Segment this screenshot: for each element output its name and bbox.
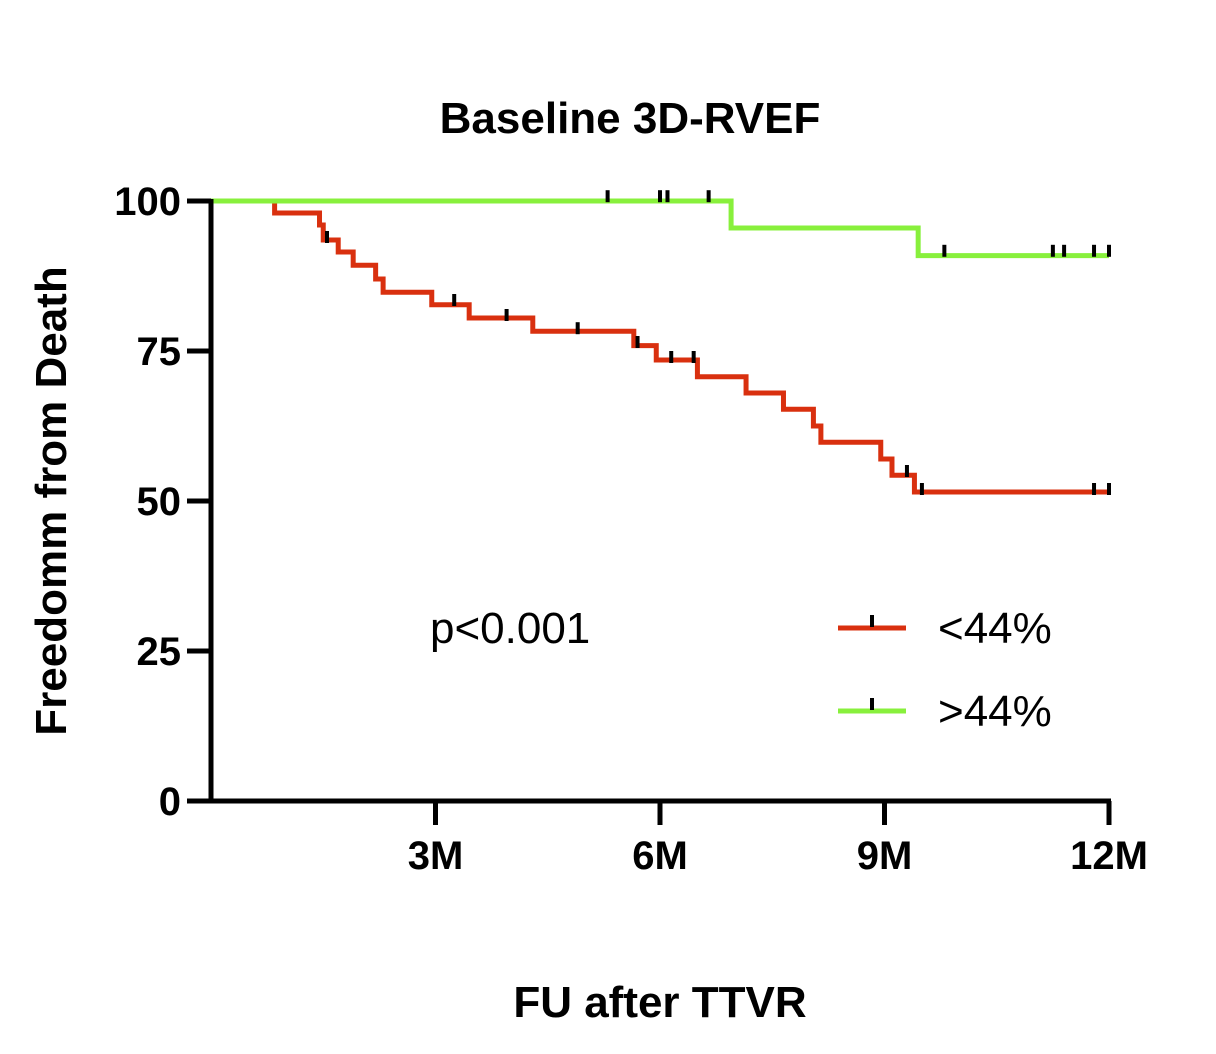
y-axis-label: Freedomm from Death <box>27 266 76 735</box>
x-tick-label: 6M <box>632 834 688 878</box>
legend-label-0: <44% <box>938 604 1052 653</box>
x-tick-label: 12M <box>1070 834 1148 878</box>
y-tick-label: 100 <box>114 180 181 224</box>
p-value-annotation: p<0.001 <box>430 604 590 653</box>
x-tick-label: 9M <box>857 834 913 878</box>
series-line-1 <box>211 198 1109 259</box>
y-tick-label: 25 <box>137 630 182 674</box>
x-axis-label: FU after TTVR <box>513 978 806 1027</box>
series-line-0 <box>211 198 1109 495</box>
y-tick-label: 50 <box>137 480 182 524</box>
legend: <44% >44% <box>838 604 1052 736</box>
plot-area: 0 25 50 75 100 3M 6M 9M 12M <box>114 180 1148 878</box>
chart-title: Baseline 3D-RVEF <box>440 94 821 143</box>
y-tick-label: 75 <box>137 330 182 374</box>
y-tick-label: 0 <box>159 780 181 824</box>
legend-label-1: >44% <box>938 687 1052 736</box>
x-tick-label: 3M <box>408 834 464 878</box>
